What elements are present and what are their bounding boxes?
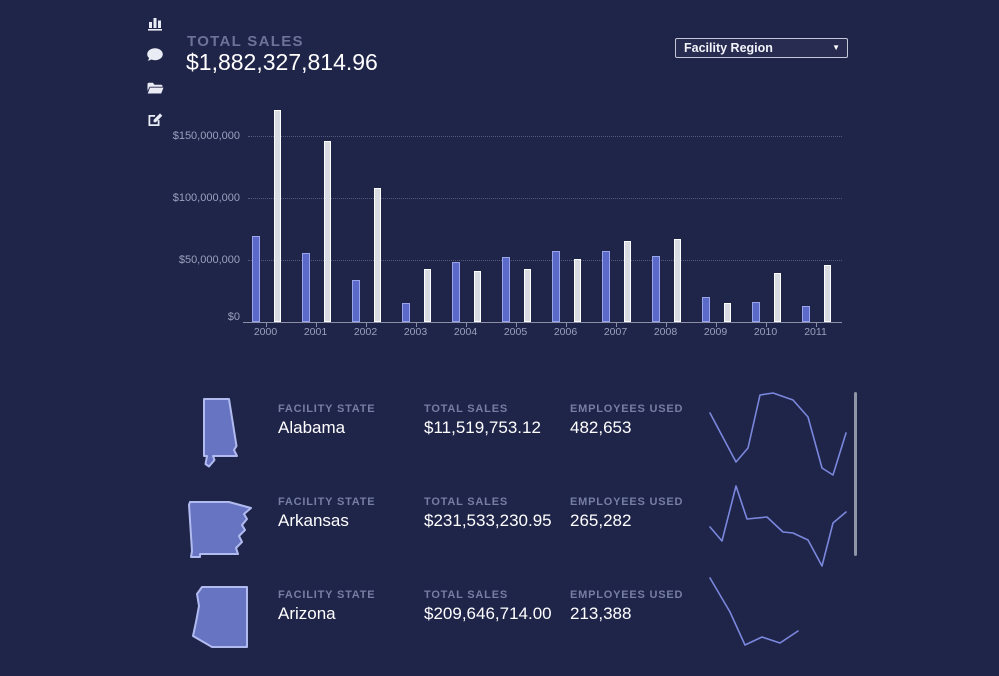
bar-sales-white-2009[interactable] (723, 303, 731, 322)
x-axis-tick (315, 322, 317, 327)
sales-sparkline (709, 577, 799, 646)
bar-sales-purple-2007[interactable] (602, 251, 610, 322)
y-axis-tick-label: $100,000,000 (172, 192, 240, 204)
x-axis-tick (765, 322, 767, 327)
bar-sales-white-2001[interactable] (323, 141, 331, 322)
row-total-sales-value: $209,646,714.00 (424, 604, 552, 623)
x-axis-tick (515, 322, 517, 327)
x-axis-tick (715, 322, 717, 327)
bar-sales-white-2007[interactable] (623, 241, 631, 322)
total-sales-value: $1,882,327,814.96 (186, 49, 378, 75)
comment-icon[interactable] (146, 46, 164, 64)
arizona-shape (192, 586, 248, 648)
employees-used-value: 482,653 (570, 418, 632, 437)
chevron-down-icon: ▼ (832, 43, 840, 52)
x-axis-tick-label: 2011 (804, 326, 827, 338)
row-total-sales-label: TOTAL SALES (424, 403, 508, 415)
x-axis-line (243, 322, 842, 323)
facility-state-value: Arkansas (278, 511, 349, 530)
x-axis-tick (565, 322, 567, 327)
x-axis-tick-label: 2002 (353, 326, 378, 338)
facility-state-label: FACILITY STATE (278, 496, 376, 508)
bar-sales-white-2003[interactable] (423, 269, 431, 322)
x-axis-tick (415, 322, 417, 327)
x-axis-tick-label: 2010 (753, 326, 778, 338)
x-axis-tick (265, 322, 267, 327)
facility-row-arkansas[interactable]: FACILITY STATE Arkansas TOTAL SALES $231… (0, 476, 999, 576)
facility-state-label: FACILITY STATE (278, 403, 376, 415)
facility-state-value: Alabama (278, 418, 346, 437)
bar-sales-purple-2011[interactable] (802, 306, 810, 322)
x-axis-tick-label: 2007 (603, 326, 628, 338)
total-sales-label: TOTAL SALES (187, 33, 304, 50)
y-gridline (248, 198, 842, 199)
bar-chart-icon[interactable] (146, 14, 164, 32)
bar-sales-purple-2009[interactable] (702, 297, 710, 322)
alabama-shape (203, 398, 238, 468)
facility-state-label: FACILITY STATE (278, 589, 376, 601)
facility-row-arizona[interactable]: FACILITY STATE Arizona TOTAL SALES $209,… (0, 569, 999, 669)
x-axis-tick (815, 322, 817, 327)
bar-sales-purple-2006[interactable] (552, 251, 560, 322)
vertical-scrollbar-thumb[interactable] (854, 392, 857, 556)
y-axis-tick-label: $150,000,000 (172, 130, 240, 142)
y-gridline (248, 136, 842, 137)
facility-row-alabama[interactable]: FACILITY STATE Alabama TOTAL SALES $11,5… (0, 383, 999, 483)
facility-region-dropdown-value: Facility Region (684, 41, 773, 55)
sales-sparkline (709, 392, 847, 476)
x-axis-tick (365, 322, 367, 327)
row-total-sales-label: TOTAL SALES (424, 589, 508, 601)
sales-by-year-bar-chart: $0 $50,000,000 $100,000,000 $150,000,000 200… (172, 110, 842, 338)
y-gridline (248, 260, 842, 261)
bar-sales-white-2004[interactable] (473, 271, 481, 322)
x-axis-tick-label: 2003 (403, 326, 428, 338)
bar-sales-purple-2000[interactable] (252, 236, 260, 322)
edit-icon[interactable] (146, 110, 164, 128)
bar-sales-purple-2004[interactable] (452, 262, 460, 322)
folder-open-icon[interactable] (146, 79, 164, 97)
x-axis-tick-label: 2004 (453, 326, 478, 338)
employees-used-value: 213,388 (570, 604, 632, 623)
y-axis-tick-label: $0 (227, 311, 240, 323)
facility-state-value: Arizona (278, 604, 336, 623)
bar-sales-white-2008[interactable] (673, 239, 681, 322)
row-total-sales-value: $231,533,230.95 (424, 511, 552, 530)
bar-sales-purple-2010[interactable] (752, 302, 760, 322)
x-axis-tick (465, 322, 467, 327)
row-total-sales-value: $11,519,753.12 (424, 418, 541, 437)
x-axis-tick-label: 2000 (253, 326, 278, 338)
x-axis-tick (665, 322, 667, 327)
bar-sales-purple-2001[interactable] (302, 253, 310, 322)
x-axis-tick-label: 2005 (503, 326, 528, 338)
employees-used-label: EMPLOYEES USED (570, 496, 684, 508)
x-axis-tick (615, 322, 617, 327)
bar-sales-purple-2005[interactable] (502, 257, 510, 322)
bar-sales-white-2005[interactable] (523, 269, 531, 322)
x-axis-tick-label: 2009 (703, 326, 728, 338)
x-axis-tick-label: 2006 (553, 326, 578, 338)
arkansas-shape (188, 501, 252, 558)
bar-sales-white-2006[interactable] (573, 259, 581, 322)
bar-sales-white-2000[interactable] (273, 110, 281, 322)
x-axis-tick-label: 2001 (303, 326, 328, 338)
bar-sales-white-2011[interactable] (823, 265, 831, 322)
row-total-sales-label: TOTAL SALES (424, 496, 508, 508)
bar-sales-purple-2003[interactable] (402, 303, 410, 322)
bar-sales-purple-2002[interactable] (352, 280, 360, 322)
employees-used-value: 265,282 (570, 511, 632, 530)
y-axis-tick-label: $50,000,000 (178, 254, 240, 266)
bar-sales-white-2010[interactable] (773, 273, 781, 322)
facility-region-dropdown[interactable]: Facility Region ▼ (675, 38, 848, 58)
employees-used-label: EMPLOYEES USED (570, 403, 684, 415)
bar-sales-purple-2008[interactable] (652, 256, 660, 322)
sales-sparkline (709, 485, 847, 567)
x-axis-tick-label: 2008 (653, 326, 678, 338)
employees-used-label: EMPLOYEES USED (570, 589, 684, 601)
bar-sales-white-2002[interactable] (373, 188, 381, 322)
